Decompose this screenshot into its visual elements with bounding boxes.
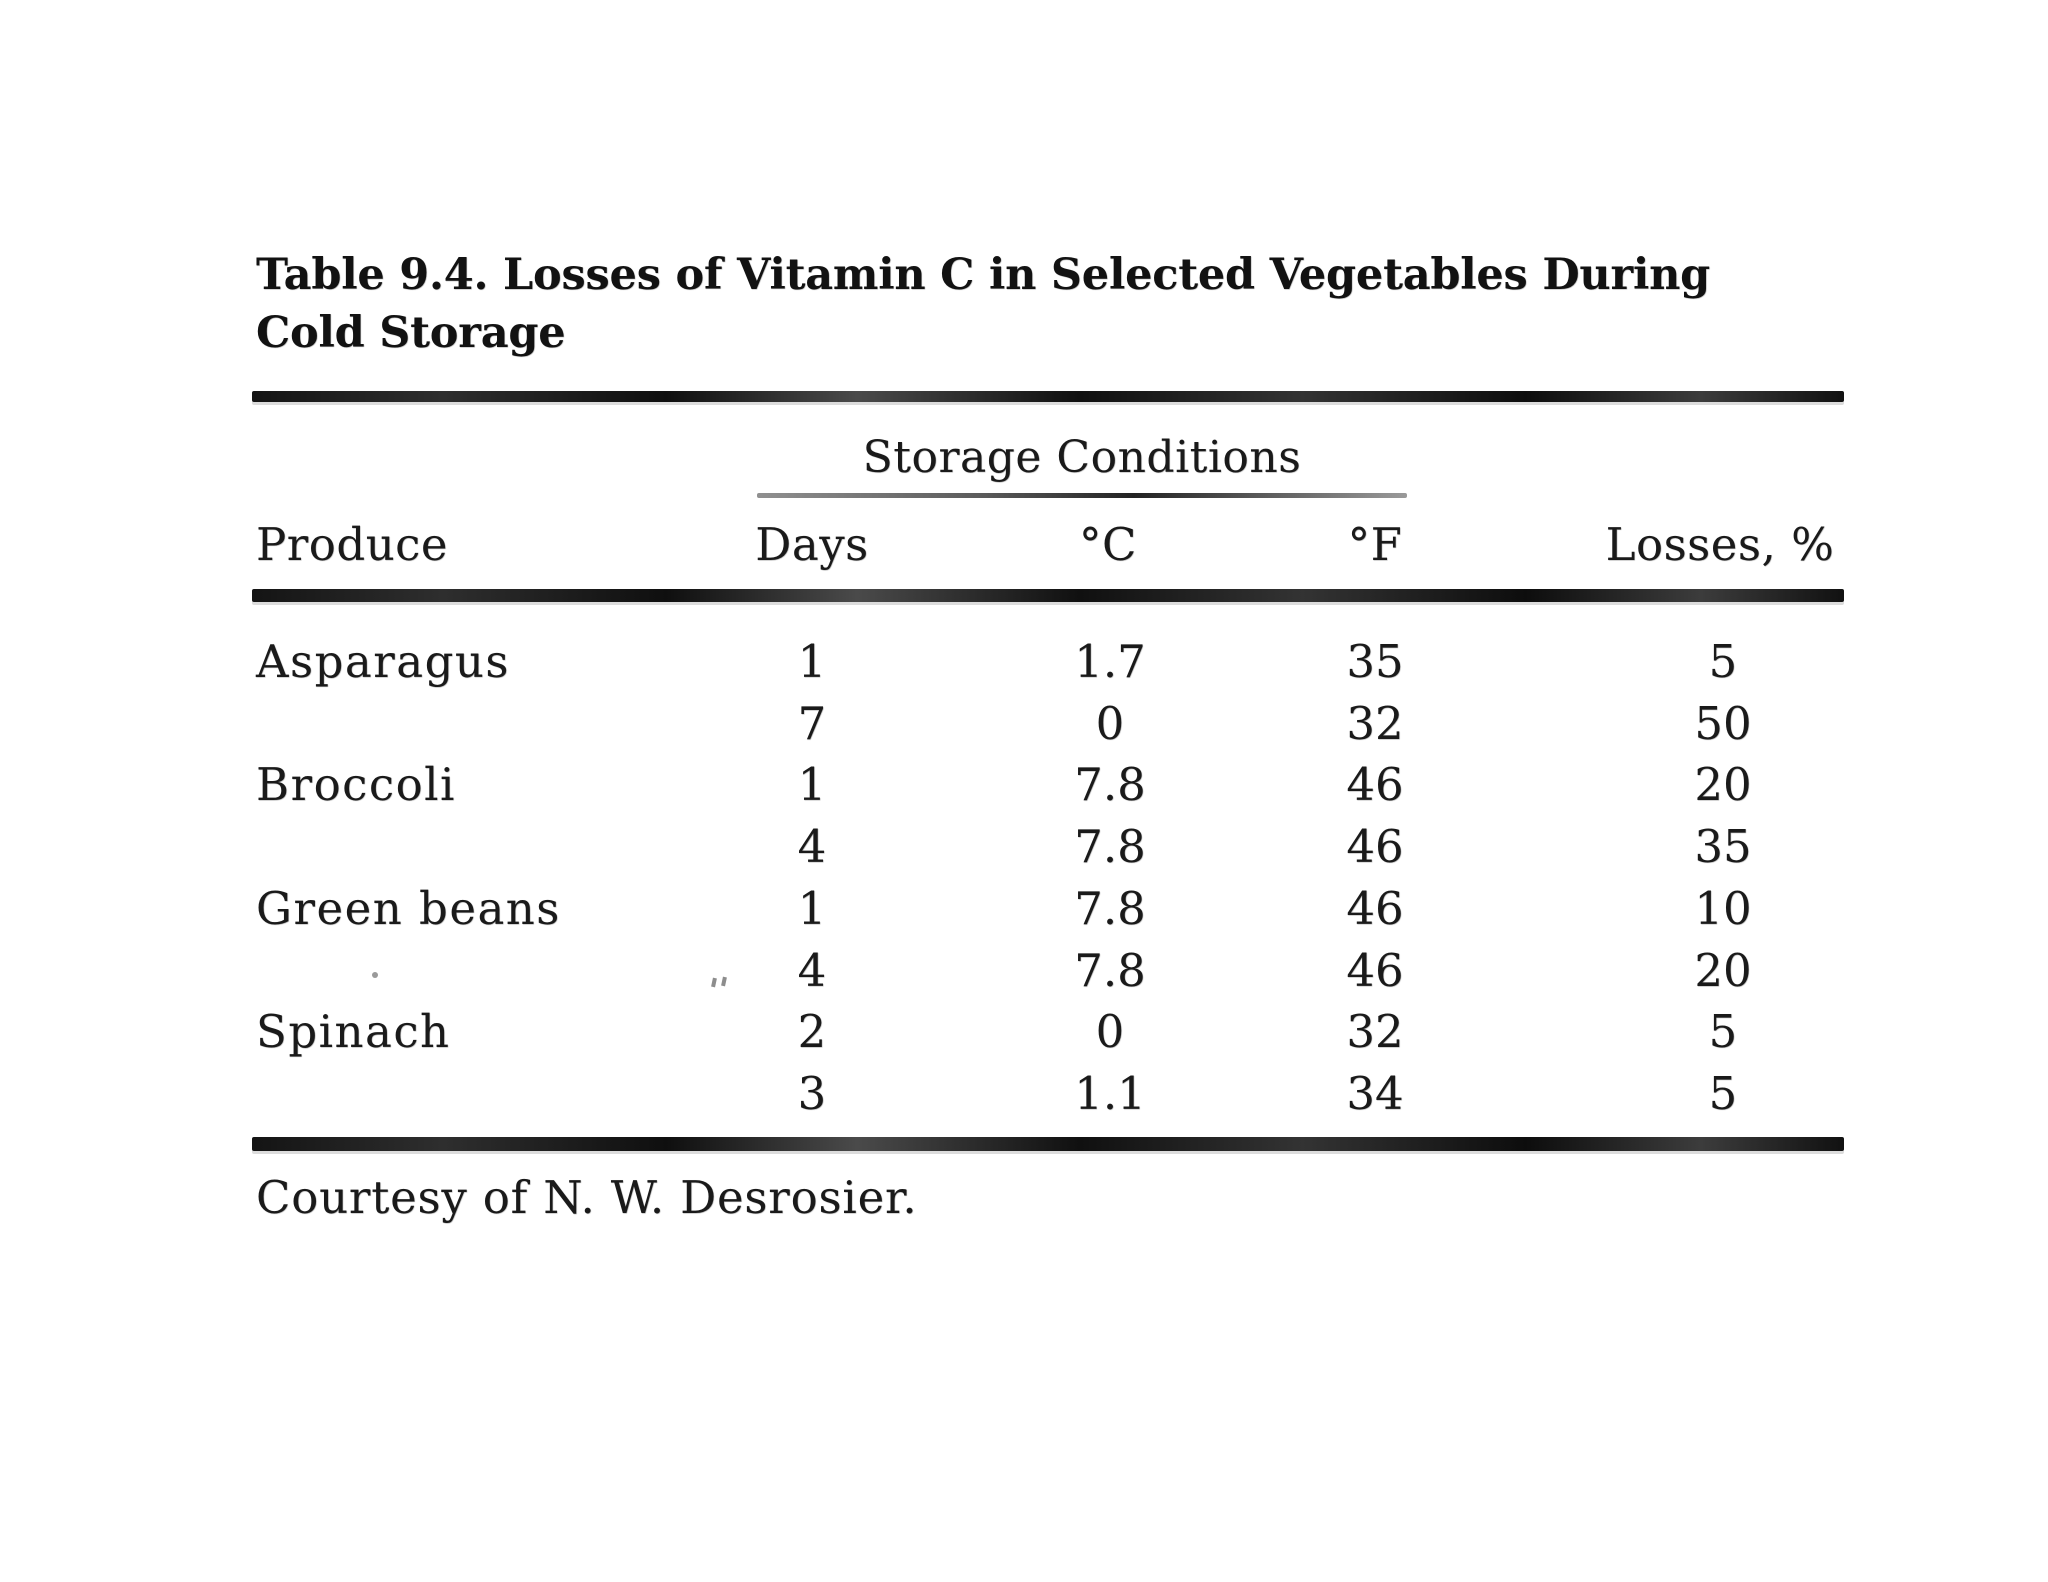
table-caption-line1: Table 9.4. Losses of Vitamin C in Select… [256,250,1711,300]
table-row: 4 7.8 46 20 [0,943,2048,1005]
cell-days: 7 [797,696,827,750]
table-row: 4 7.8 46 35 [0,819,2048,881]
cell-days: 4 [797,820,827,874]
table-row: 7 0 32 50 [0,696,2048,758]
cell-produce: Broccoli [256,758,456,812]
table-caption-line2: Cold Storage [256,308,566,358]
column-header-fahrenheit: °F [1347,518,1403,571]
cell-c: 7.8 [1074,881,1146,935]
cell-produce: Green beans [256,881,561,935]
cell-f: 46 [1346,943,1404,997]
group-header-storage-conditions: Storage Conditions [862,432,1302,483]
cell-f: 46 [1346,758,1404,812]
column-header-celsius: °C [1079,518,1137,571]
cell-losses: 5 [1708,1066,1738,1120]
cell-c: 0 [1095,1005,1125,1059]
cell-days: 1 [797,758,827,812]
cell-c: 0 [1095,696,1125,750]
cell-f: 46 [1346,820,1404,874]
table-top-rule [252,391,1844,402]
cell-days: 4 [797,943,827,997]
table-bottom-rule [252,1137,1844,1151]
header-bottom-rule [252,589,1844,602]
cell-losses: 10 [1694,881,1752,935]
table-row: Broccoli 1 7.8 46 20 [0,757,2048,819]
cell-losses: 5 [1708,635,1738,688]
cell-c: 7.8 [1074,943,1146,997]
table-row: Spinach 2 0 32 5 [0,1004,2048,1066]
cell-c: 7.8 [1074,758,1146,812]
table-row: Asparagus 1 1.7 35 5 [0,634,2048,696]
cell-losses: 20 [1694,758,1752,812]
cell-produce: Spinach [256,1005,451,1059]
cell-days: 1 [797,635,827,688]
cell-f: 32 [1346,696,1404,750]
scan-artifact-dot [372,972,378,978]
cell-f: 32 [1346,1005,1404,1059]
table-caption: Table 9.4. Losses of Vitamin C in Select… [256,246,1710,362]
cell-c: 1.1 [1074,1066,1146,1120]
cell-f: 46 [1346,881,1404,935]
column-header-days: Days [755,518,869,571]
table-row: Green beans 1 7.8 46 10 [0,881,2048,943]
cell-c: 1.7 [1074,635,1146,688]
table-footnote: Courtesy of N. W. Desrosier. [256,1171,918,1224]
column-header-losses-percent: Losses, % [1605,518,1835,571]
cell-losses: 5 [1708,1005,1738,1059]
table-row: 3 1.1 34 5 [0,1066,2048,1128]
group-header-underline-rule [757,493,1407,498]
cell-days: 3 [797,1066,827,1120]
column-header-produce: Produce [256,518,449,571]
cell-losses: 20 [1694,943,1752,997]
cell-produce: Asparagus [256,635,510,688]
cell-c: 7.8 [1074,820,1146,874]
cell-losses: 50 [1694,696,1752,750]
cell-f: 35 [1346,635,1404,688]
cell-days: 2 [797,1005,827,1059]
cell-f: 34 [1346,1066,1404,1120]
cell-losses: 35 [1694,820,1752,874]
cell-days: 1 [797,881,827,935]
